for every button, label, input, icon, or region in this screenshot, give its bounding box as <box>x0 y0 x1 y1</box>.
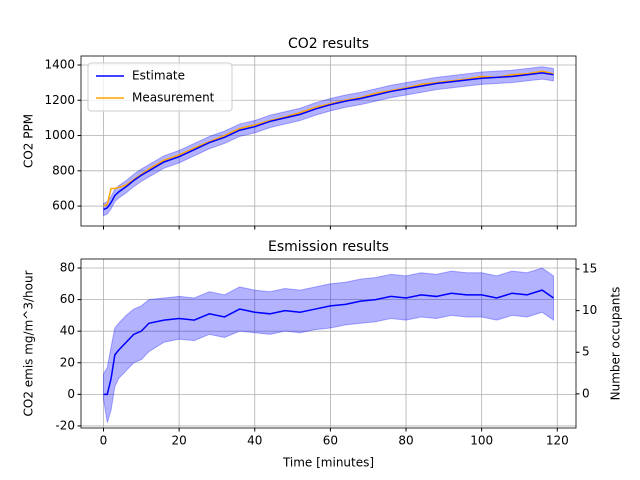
y-tick-label: 20 <box>60 355 75 369</box>
y-tick-label: 1400 <box>44 57 75 71</box>
y-tick-label: 600 <box>52 199 75 213</box>
y-tick-label: 40 <box>60 324 75 338</box>
axes: 0 20 40 60 80 100 120 -20 0 20 40 60 80 0 5 10 15 Esmissi… <box>22 239 623 470</box>
y2-tick-label: 0 <box>582 386 590 400</box>
y-axis-label: CO2 PPM <box>22 114 36 168</box>
chart-title: Esmission results <box>268 239 389 255</box>
confidence-band <box>103 66 554 217</box>
series-line <box>103 70 554 207</box>
x-tick-label: 120 <box>546 434 569 448</box>
series-line <box>103 72 554 211</box>
legend-box <box>87 62 233 112</box>
y-tick-label: 800 <box>52 163 75 177</box>
axes-frame <box>80 55 577 227</box>
x-tick-label: 0 <box>100 434 108 448</box>
series-line <box>103 289 554 396</box>
y-tick-label: 80 <box>60 261 75 275</box>
y-tick-label: 60 <box>60 292 75 306</box>
legend-label: Measurement <box>132 91 215 105</box>
chart-title: CO2 results <box>288 36 369 52</box>
axes-frame <box>80 258 577 429</box>
axes: 600 800 1000 1200 1400 CO2 results CO2 PPM Esti… <box>22 36 577 230</box>
legend-label: Estimate <box>132 69 185 83</box>
y2-axis-label: Number occupants <box>609 287 623 401</box>
x-tick-label: 60 <box>323 434 338 448</box>
y2-tick-label: 15 <box>582 261 597 275</box>
confidence-band <box>103 267 554 423</box>
y-tick-label: -20 <box>55 418 75 432</box>
x-tick-label: 80 <box>398 434 413 448</box>
y-tick-label: 0 <box>67 387 75 401</box>
y-axis-label: CO2 emis mg/m^3/hour <box>22 270 36 416</box>
x-tick-label: 20 <box>171 434 186 448</box>
x-axis-label: Time [minutes] <box>282 456 374 470</box>
x-tick-label: 100 <box>470 434 493 448</box>
y-tick-label: 1000 <box>44 128 75 142</box>
y-tick-label: 1200 <box>44 93 75 107</box>
y2-tick-label: 5 <box>582 345 590 359</box>
y2-tick-label: 10 <box>582 303 597 317</box>
x-tick-label: 40 <box>247 434 262 448</box>
